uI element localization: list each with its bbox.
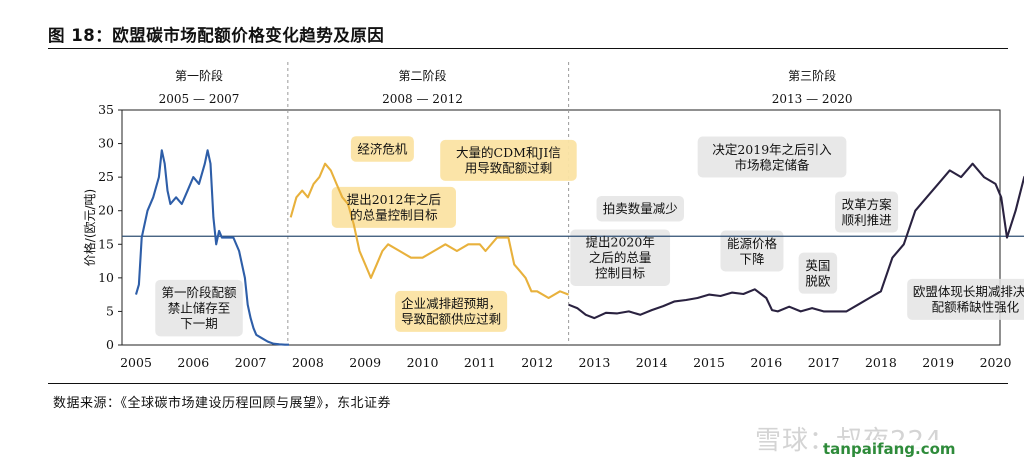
- annotation-box: [798, 252, 838, 294]
- watermark-site: tanpaifang.com: [820, 440, 959, 458]
- price-series-line: [568, 162, 1024, 320]
- annotation-text: 第一阶段配额: [162, 285, 238, 300]
- y-tick-label: 20: [98, 203, 114, 218]
- phase-range: 2005 — 2007: [159, 92, 240, 106]
- annotation-box: [720, 230, 784, 272]
- phase-label: 第三阶段: [788, 68, 836, 83]
- annotation-box: [395, 290, 508, 332]
- price-series-line: [134, 149, 289, 346]
- annotation-box: [440, 139, 577, 181]
- annotation-text: 配额稀缺性强化: [932, 300, 1020, 315]
- x-tick-label: 2019: [922, 355, 954, 370]
- annotation-box: [155, 279, 243, 337]
- y-tick-label: 0: [106, 337, 114, 352]
- annotation-text: 拍卖数量减少: [603, 201, 678, 216]
- x-tick-label: 2018: [865, 355, 897, 370]
- x-tick-label: 2005: [120, 355, 152, 370]
- y-tick-label: 35: [98, 102, 114, 117]
- annotation-text: 用导致配额过剩: [465, 161, 553, 176]
- price-series-line: [289, 162, 569, 300]
- plot-frame: [121, 109, 1001, 346]
- y-tick-label: 10: [98, 270, 114, 285]
- x-tick-label: 2012: [521, 355, 553, 370]
- annotation-box: [697, 136, 847, 178]
- annotation-text: 下一期: [180, 316, 218, 331]
- annotation-box: [596, 195, 684, 222]
- x-tick-label: 2020: [980, 355, 1012, 370]
- chart-plot: 第一阶段 2005 — 2007 第二阶段 2008 — 2012 第三阶段 2013 —…: [82, 62, 1024, 370]
- x-tick-label: 2010: [407, 355, 439, 370]
- y-tick-label: 15: [98, 236, 114, 251]
- annotation-text: 禁止储存至: [168, 301, 231, 316]
- x-tick-label: 2008: [292, 355, 324, 370]
- annotation-text: 决定2019年之后引入: [712, 142, 832, 157]
- x-tick-label: 2013: [578, 355, 610, 370]
- annotation-text: 市场稳定储备: [735, 157, 811, 172]
- annotation-text: 导致配额供应过剩: [401, 312, 501, 327]
- y-tick-label: 25: [98, 169, 114, 184]
- phase-label: 第二阶段: [398, 68, 446, 83]
- annotation-text: 控制目标: [595, 266, 645, 281]
- annotation-text: 大量的CDM和JI信: [456, 145, 561, 160]
- phase-label: 第一阶段: [175, 68, 223, 83]
- phase-range: 2013 — 2020: [772, 92, 853, 106]
- data-source: 数据来源：《全球碳市场建设历程回顾与展望》，东北证券: [53, 396, 392, 411]
- annotation-text: 的总量控制目标: [350, 208, 438, 223]
- annotation-text: 企业减排超预期，: [401, 296, 501, 311]
- annotation-text: 顺利推进: [842, 212, 893, 227]
- x-tick-label: 2016: [750, 355, 782, 370]
- annotation-text: 英国: [805, 258, 830, 273]
- annotation-box: [350, 136, 414, 162]
- annotation-text: 脱欧: [805, 273, 831, 288]
- x-tick-label: 2007: [235, 355, 267, 370]
- annotation-text: 经济危机: [357, 141, 408, 156]
- x-tick-label: 2009: [349, 355, 381, 370]
- annotation-text: 欧盟体现长期减排决心: [913, 284, 1024, 299]
- x-tick-label: 2014: [636, 355, 668, 370]
- y-tick-label: 30: [98, 136, 114, 151]
- phase-range: 2008 — 2012: [382, 92, 463, 106]
- annotation-text: 提出2012年之后: [347, 192, 441, 207]
- x-tick-label: 2015: [693, 355, 725, 370]
- x-tick-label: 2011: [464, 355, 496, 370]
- annotation-box: [331, 186, 456, 228]
- annotation-text: 改革方案: [842, 197, 893, 212]
- x-tick-label: 2017: [808, 355, 840, 370]
- annotation-text: 能源价格: [727, 236, 778, 251]
- y-tick-label: 5: [106, 303, 114, 318]
- title-rule: [48, 48, 1008, 49]
- x-tick-label: 2006: [177, 355, 209, 370]
- annotation-box: [835, 191, 899, 233]
- annotation-box: [907, 278, 1024, 320]
- annotation-text: 提出2020年: [586, 235, 655, 250]
- figure-title: 图 18：欧盟碳市场配额价格变化趋势及原因: [48, 26, 385, 45]
- annotation-text: 之后的总量: [589, 250, 652, 265]
- y-axis-label: 价格/(欧元/吨): [82, 189, 97, 266]
- annotation-box: [570, 229, 671, 286]
- source-rule: [48, 383, 1008, 384]
- annotation-text: 下降: [739, 251, 765, 266]
